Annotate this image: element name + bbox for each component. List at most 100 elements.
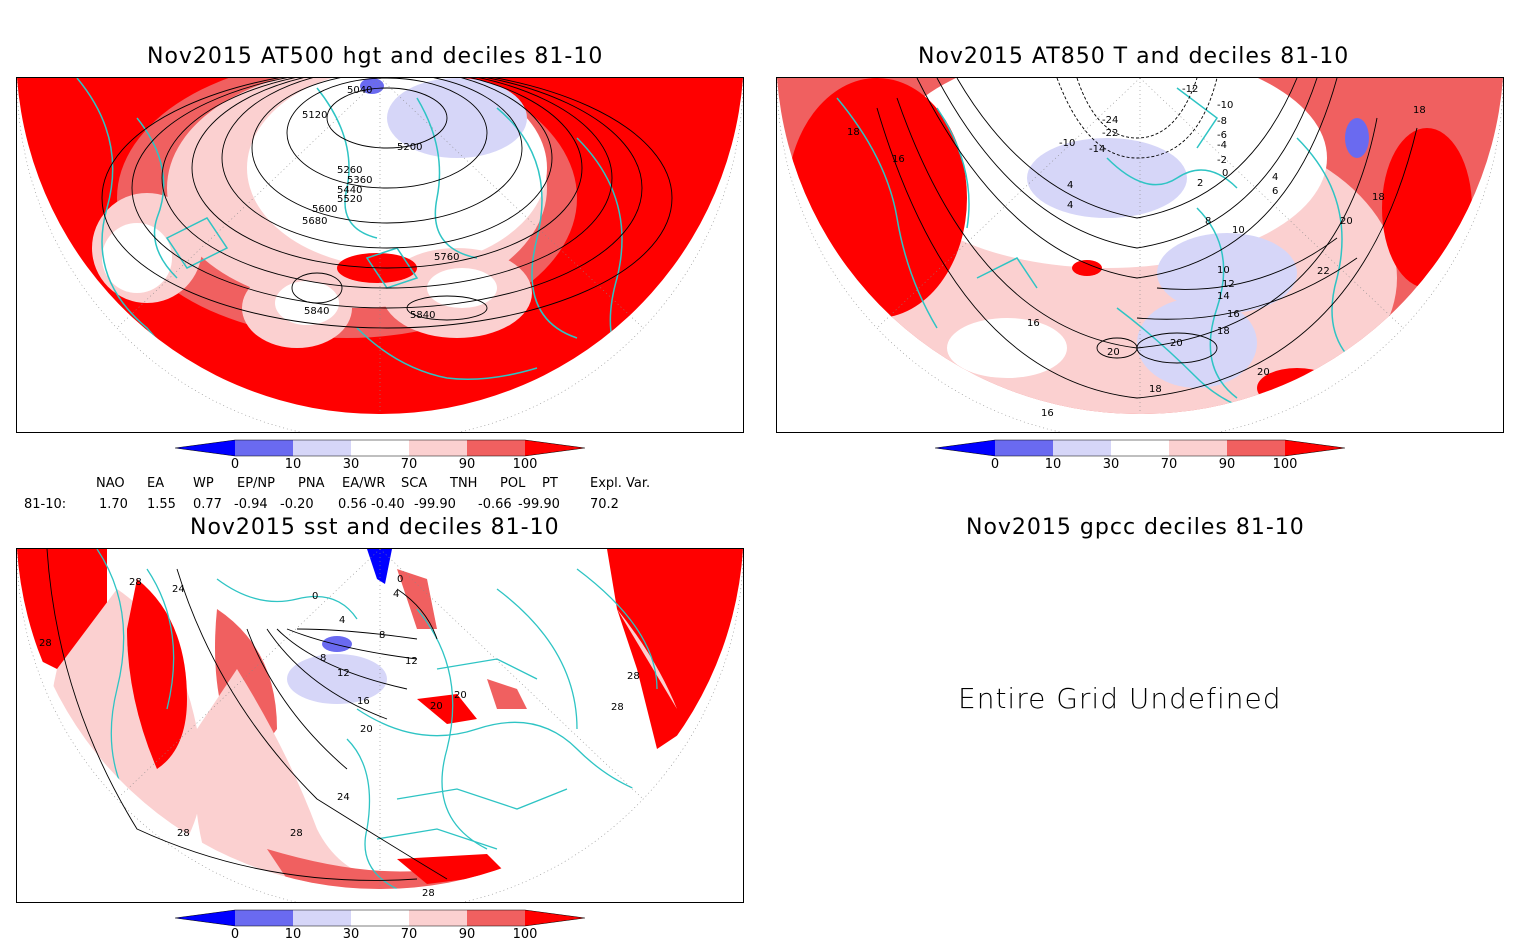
index-header: EA — [147, 476, 165, 491]
p2-contour-label: 16 — [1041, 408, 1054, 419]
p2-contour-label: -10 — [1059, 138, 1075, 149]
panel1-map: 5040 5120 5200 5260 5360 5440 5520 5600 … — [16, 77, 744, 433]
p2-contour-label: -12 — [1182, 84, 1198, 95]
p1-contour-label: 5120 — [302, 110, 327, 121]
p2-contour-label: -6 — [1217, 130, 1227, 141]
index-header: NAO — [96, 476, 125, 491]
colorbar-tick: 90 — [458, 457, 476, 472]
p3-contour-label: 28 — [611, 702, 624, 713]
index-header: EA/WR — [342, 476, 386, 491]
p2-contour-label: -14 — [1089, 144, 1105, 155]
p2-contour-label: 2 — [1197, 178, 1203, 189]
colorbar-tick: 70 — [400, 927, 418, 942]
colorbar-tick: 0 — [230, 927, 240, 942]
index-value: -0.94 — [234, 497, 268, 512]
p2-contour-label: 14 — [1217, 291, 1230, 302]
colorbar-tick: 10 — [284, 457, 302, 472]
panel3-title: Nov2015 sst and deciles 81-10 — [190, 515, 560, 540]
colorbar-tick: 90 — [458, 927, 476, 942]
index-value: -99.90 — [518, 497, 560, 512]
p1-contour-label: 5840 — [304, 306, 329, 317]
p2-contour-label: 20 — [1107, 347, 1120, 358]
p1-contour-label: 5600 — [312, 204, 337, 215]
p3-contour-label: 8 — [379, 630, 385, 641]
index-header: TNH — [450, 476, 478, 491]
colorbar-panel2: 0 10 30 70 90 100 — [934, 439, 1346, 477]
index-value: -99.90 — [414, 497, 456, 512]
p2-contour-label: 4 — [1067, 200, 1073, 211]
index-header: WP — [193, 476, 214, 491]
panel2-map: -12 -10 -8 -6 -4 -2 0 2 4 6 -24 -22 -14 … — [776, 77, 1504, 433]
p2-contour-label: 20 — [1170, 338, 1183, 349]
p1-contour-label: 5440 — [337, 185, 362, 196]
p2-contour-label: -2 — [1217, 155, 1227, 166]
p1-contour-label: 5360 — [347, 175, 372, 186]
p1-contour-label: 5760 — [434, 252, 459, 263]
p3-contour-label: 20 — [454, 690, 467, 701]
index-value: 0.56 — [338, 497, 367, 512]
p1-contour-label: 5040 — [347, 85, 372, 96]
colorbar-tick: 30 — [1102, 457, 1120, 472]
p3-contour-label: 28 — [177, 828, 190, 839]
p1-contour-label: 5260 — [337, 165, 362, 176]
p2-contour-label: 18 — [1217, 326, 1230, 337]
p3-contour-label: 28 — [290, 828, 303, 839]
colorbar-tick: 70 — [1160, 457, 1178, 472]
p2-contour-label: 8 — [1205, 216, 1211, 227]
index-value: -0.20 — [280, 497, 314, 512]
colorbar-tick: 100 — [1272, 457, 1298, 472]
p2-contour-label: 16 — [1027, 318, 1040, 329]
p2-contour-label: 18 — [1372, 192, 1385, 203]
colorbar-tick: 90 — [1218, 457, 1236, 472]
p3-contour-label: 0 — [397, 574, 403, 585]
index-value: 1.55 — [147, 497, 176, 512]
index-value: 1.70 — [99, 497, 128, 512]
colorbar-tick: 0 — [230, 457, 240, 472]
p3-contour-label: 12 — [405, 656, 418, 667]
p1-contour-label: 5520 — [337, 194, 362, 205]
panel2-title: Nov2015 AT850 T and deciles 81-10 — [918, 44, 1350, 69]
p3-contour-label: 24 — [172, 584, 185, 595]
p3-contour-label: 20 — [360, 724, 373, 735]
p2-contour-label: 10 — [1232, 225, 1245, 236]
p3-contour-label: 28 — [39, 638, 52, 649]
colorbar-tick: 30 — [342, 457, 360, 472]
p3-contour-label: 4 — [339, 615, 345, 626]
p2-contour-label: 18 — [1149, 384, 1162, 395]
index-header: SCA — [401, 476, 428, 491]
p3-contour-label: 28 — [627, 671, 640, 682]
p2-contour-label: 4 — [1272, 172, 1278, 183]
colorbar-panel3: 0 10 30 70 90 100 — [174, 909, 586, 942]
p2-contour-label: 16 — [1227, 309, 1240, 320]
p1-contour-label: 5840 — [410, 310, 435, 321]
p2-contour-label: 18 — [847, 127, 860, 138]
p3-contour-label: 4 — [393, 589, 399, 600]
index-row-label: 81-10: — [24, 497, 67, 512]
p2-contour-label: 20 — [1340, 216, 1353, 227]
p2-contour-label: 0 — [1222, 168, 1228, 179]
p3-contour-label: 20 — [430, 701, 443, 712]
p2-contour-label: -10 — [1217, 100, 1233, 111]
p3-contour-label: 8 — [320, 653, 326, 664]
p2-contour-label: 10 — [1217, 265, 1230, 276]
index-value: -0.66 — [478, 497, 512, 512]
colorbar-tick: 10 — [1044, 457, 1062, 472]
p2-contour-label: 12 — [1222, 279, 1235, 290]
p2-contour-label: -22 — [1102, 128, 1118, 139]
undefined-grid-message: Entire Grid Undefined — [958, 682, 1282, 715]
p1-contour-label: 5200 — [397, 142, 422, 153]
index-value: -0.40 — [371, 497, 405, 512]
p2-contour-label: 4 — [1067, 180, 1073, 191]
panel1-title: Nov2015 AT500 hgt and deciles 81-10 — [147, 44, 604, 69]
p3-contour-label: 12 — [337, 668, 350, 679]
p3-contour-label: 28 — [422, 888, 435, 899]
colorbar-panel1: 0 10 30 70 90 100 — [174, 439, 586, 477]
panel4-title: Nov2015 gpcc deciles 81-10 — [966, 515, 1305, 540]
p3-contour-label: 16 — [357, 696, 370, 707]
index-value: 0.77 — [193, 497, 222, 512]
colorbar-tick: 70 — [400, 457, 418, 472]
p2-contour-label: 20 — [1257, 367, 1270, 378]
colorbar-tick: 0 — [990, 457, 1000, 472]
p2-contour-label: -4 — [1217, 140, 1227, 151]
index-header: POL — [500, 476, 526, 491]
